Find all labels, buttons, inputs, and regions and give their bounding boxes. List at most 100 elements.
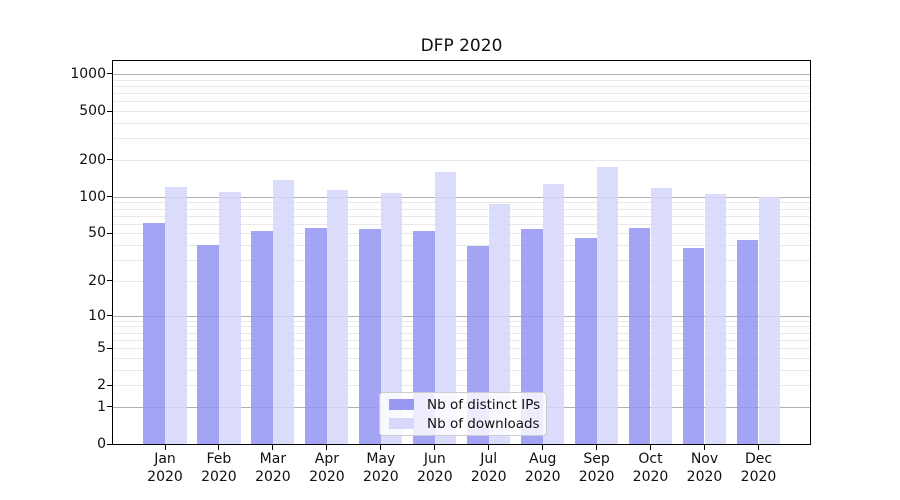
- x-tick: [272, 444, 274, 450]
- x-tick: [218, 444, 220, 450]
- chart-title: DFP 2020: [420, 36, 503, 56]
- y-tick: [107, 110, 113, 112]
- x-tick: [434, 444, 436, 450]
- gridline-minor: [113, 208, 810, 210]
- y-tick: [107, 443, 113, 445]
- y-tick: [107, 315, 113, 316]
- x-tick: [380, 444, 382, 450]
- y-tick: [107, 406, 113, 408]
- x-tick: [488, 444, 490, 450]
- x-tick-label: Apr 2020: [309, 451, 345, 485]
- x-tick-label: Oct 2020: [632, 451, 669, 485]
- bar-downloads: [758, 196, 781, 444]
- gridline-major: [113, 196, 810, 198]
- gridline-minor: [113, 85, 810, 87]
- y-tick: [107, 196, 113, 198]
- y-tick-label: 100: [79, 188, 106, 205]
- gridline-minor: [113, 79, 810, 81]
- bar-distinct-ips: [575, 237, 597, 444]
- x-tick-label: May 2020: [362, 451, 399, 485]
- bar-downloads: [650, 187, 673, 444]
- x-tick-label: Jan 2020: [147, 451, 183, 485]
- y-tick: [107, 347, 113, 349]
- bar-downloads: [272, 180, 295, 444]
- y-tick-label: 50: [88, 225, 106, 242]
- bar-downloads: [326, 190, 349, 444]
- plot-area: [112, 60, 811, 445]
- gridline-minor: [113, 332, 810, 334]
- bar-downloads: [488, 203, 511, 444]
- y-tick-label: 20: [88, 272, 106, 289]
- gridline-minor: [113, 215, 810, 217]
- gridline-minor: [113, 138, 810, 140]
- gridline-minor: [113, 122, 810, 124]
- gridline-major: [113, 73, 810, 75]
- bar-distinct-ips: [359, 229, 381, 444]
- y-tick-label: 200: [79, 151, 106, 168]
- gridline-minor: [113, 369, 810, 371]
- gridline-minor: [113, 202, 810, 204]
- bar-distinct-ips: [251, 231, 273, 444]
- y-tick: [107, 73, 113, 75]
- gridline-minor: [113, 233, 810, 235]
- y-tick-label: 5: [97, 340, 106, 356]
- y-tick-label: 1: [97, 398, 106, 415]
- x-tick: [758, 444, 759, 450]
- legend-entry-downloads: Nb of downloads: [389, 415, 540, 432]
- x-tick-label: Jul 2020: [470, 451, 507, 485]
- gridline-minor: [113, 245, 810, 247]
- bar-distinct-ips: [143, 222, 165, 444]
- gridline-minor: [113, 159, 810, 161]
- x-tick: [542, 444, 544, 450]
- gridline-minor: [113, 348, 810, 349]
- gridline-minor: [113, 101, 810, 103]
- y-tick-label: 0: [97, 436, 106, 452]
- legend-swatch-distinct-ips: [389, 399, 414, 410]
- bar-downloads: [542, 183, 565, 444]
- bar-distinct-ips: [736, 240, 759, 444]
- gridline-minor: [113, 385, 810, 387]
- legend-entry-distinct-ips: Nb of distinct IPs: [389, 396, 541, 413]
- gridline-minor: [113, 93, 810, 94]
- gridline-minor: [113, 223, 810, 225]
- x-tick-label: Aug 2020: [524, 451, 561, 485]
- legend-label: Nb of distinct IPs: [427, 396, 541, 413]
- bar-downloads: [380, 192, 403, 444]
- y-tick: [107, 384, 113, 386]
- y-tick: [107, 159, 113, 161]
- y-tick: [107, 280, 113, 282]
- y-tick-label: 2: [97, 377, 106, 394]
- y-tick: [107, 232, 113, 234]
- bar-downloads: [219, 191, 241, 444]
- gridline-minor: [113, 111, 810, 112]
- y-tick-label: 10: [88, 307, 106, 324]
- x-tick: [704, 444, 705, 450]
- x-tick-label: Dec 2020: [740, 451, 777, 485]
- x-tick: [596, 444, 598, 450]
- legend-label: Nb of downloads: [427, 415, 540, 432]
- legend: Nb of distinct IPs Nb of downloads: [379, 392, 547, 436]
- gridline-minor: [113, 326, 810, 328]
- x-tick: [650, 444, 651, 450]
- bar-downloads: [434, 172, 457, 444]
- x-tick-label: Jun 2020: [416, 451, 453, 485]
- bar-downloads: [704, 193, 727, 444]
- x-tick-label: Mar 2020: [255, 451, 291, 485]
- x-tick: [164, 444, 166, 450]
- x-tick-label: Feb 2020: [201, 451, 237, 485]
- bar-downloads: [165, 187, 187, 444]
- gridline-minor: [113, 260, 810, 261]
- gridline-minor: [113, 280, 810, 282]
- legend-swatch-downloads: [389, 418, 414, 429]
- bar-distinct-ips: [305, 228, 327, 444]
- bar-distinct-ips: [521, 229, 543, 444]
- gridline-minor: [113, 320, 810, 322]
- y-tick-label: 1000: [70, 65, 106, 82]
- x-tick-label: Nov 2020: [686, 451, 723, 485]
- gridline-minor: [113, 357, 810, 359]
- bar-distinct-ips: [197, 245, 219, 444]
- bar-distinct-ips: [413, 231, 435, 444]
- bar-downloads: [596, 167, 619, 444]
- bar-distinct-ips: [628, 228, 651, 444]
